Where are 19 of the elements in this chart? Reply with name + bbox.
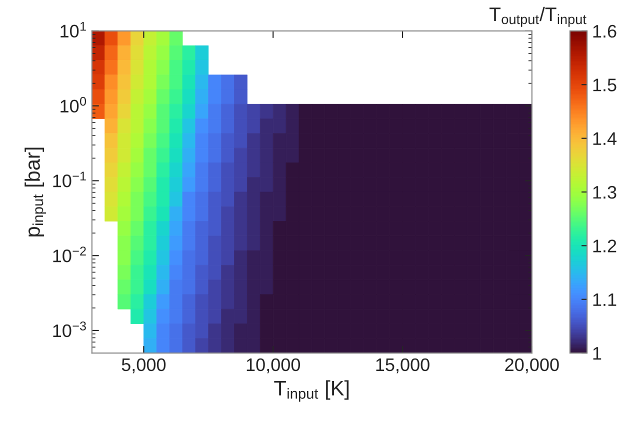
y-tick-label: 10$^{1}$	[60, 22, 86, 38]
x-tick-label: 15,000	[376, 358, 430, 374]
color-bar-label: 1.6	[593, 24, 616, 38]
x-axis-title: T$_{input}$ [K]	[274, 380, 349, 402]
y-tick-label: 10$^{0}$	[60, 96, 86, 113]
color-bar-label: 1.4	[593, 132, 617, 145]
color-bar-label: 1.2	[593, 240, 616, 252]
x-tick-label: 10,000	[246, 358, 300, 374]
color-bar-label: 1	[593, 347, 602, 360]
x-tick-label: 5,000	[122, 358, 166, 374]
y-tick-label: 10$^{−2}$	[53, 246, 86, 262]
color-bar-label: 1.3	[593, 186, 616, 199]
y-axis-title: p$_{input}$ [bar]	[24, 148, 46, 236]
y-tick-label: 10$^{−1}$	[53, 172, 86, 188]
color-bar-label: 1.5	[593, 78, 616, 92]
x-tick-label: 20,000	[505, 358, 559, 374]
y-tick-label: 10$^{−3}$	[53, 322, 86, 338]
color-bar-title: T$_{output}$/T$_{input}$	[490, 6, 586, 27]
color-bar-label: 1.1	[593, 293, 616, 306]
